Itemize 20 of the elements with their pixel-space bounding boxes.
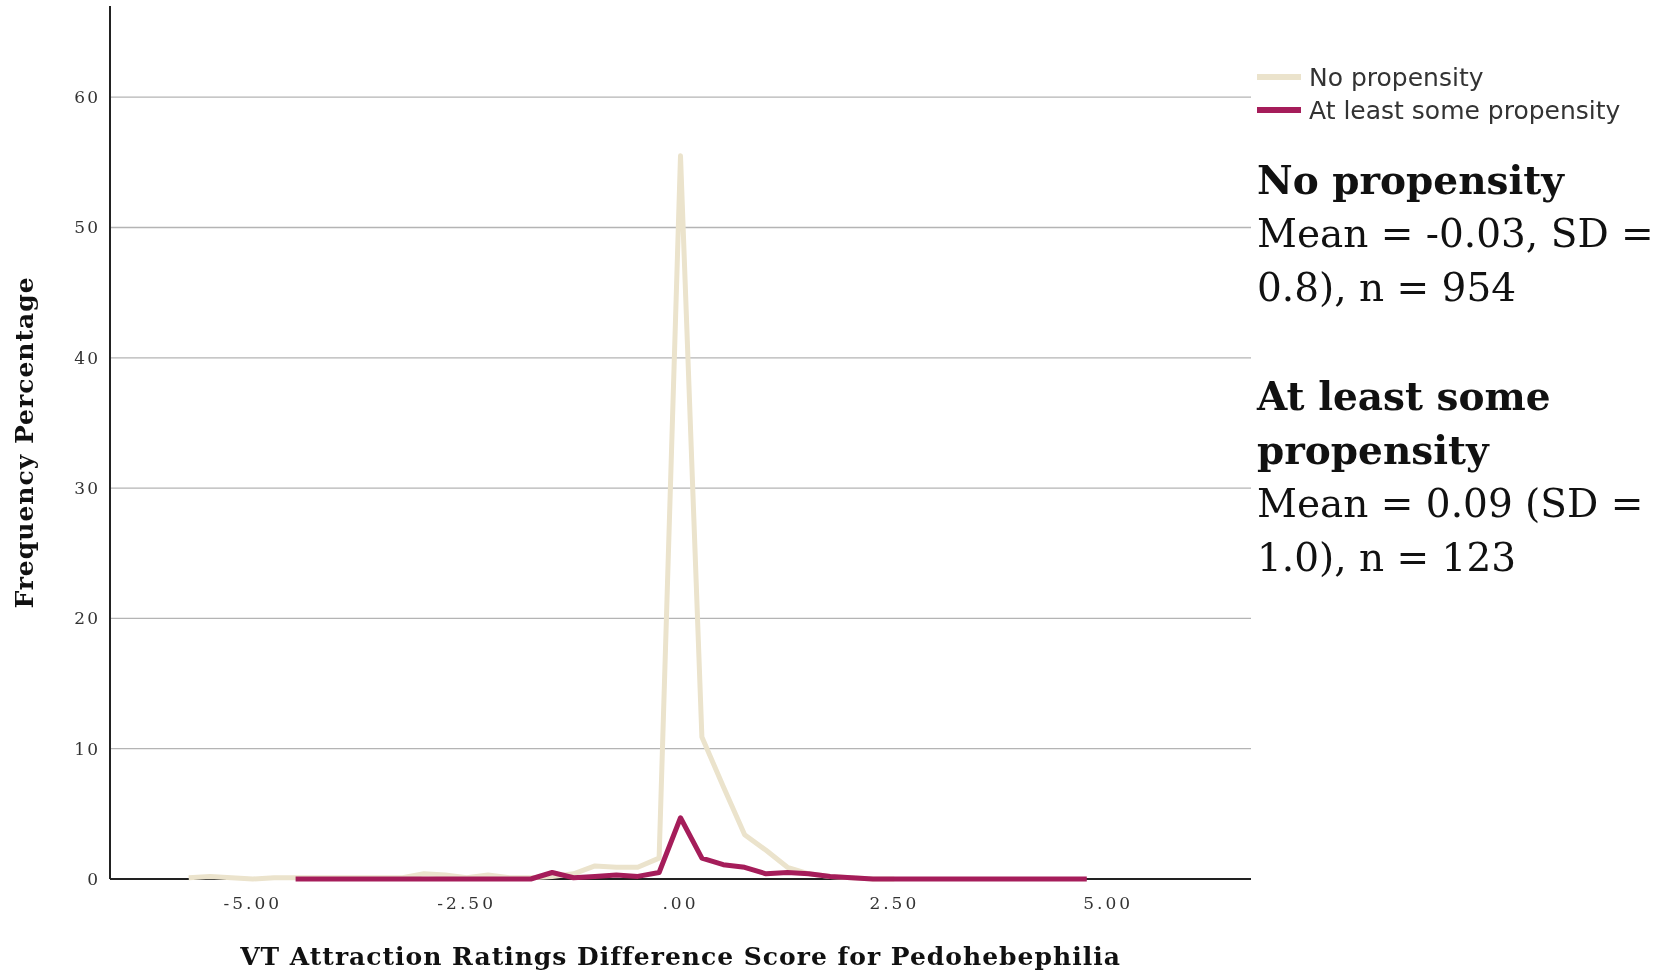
x-tick-label: -2.50 xyxy=(437,893,496,913)
x-axis-title: VT Attraction Ratings Difference Score for Pedohebephilia xyxy=(239,942,1121,971)
text: Mean = 0.09 (SD = 1.0), n = 123 xyxy=(1257,480,1645,582)
y-tick-label: 20 xyxy=(74,608,100,629)
x-tick-label: 5.00 xyxy=(1083,893,1134,913)
text: At least some propensity xyxy=(1257,372,1552,475)
text: No propensity xyxy=(1257,156,1566,205)
text: Mean = -0.03, SD = 0.8), n = 954 xyxy=(1257,210,1655,312)
y-tick-label: 10 xyxy=(74,738,100,759)
x-tick-label: .00 xyxy=(662,893,699,913)
y-axis-title: Frequency Percentage xyxy=(9,276,39,609)
y-tick-label: 30 xyxy=(74,478,100,499)
y-tick-label: 0 xyxy=(87,868,100,889)
x-tick-label: -5.00 xyxy=(223,893,283,913)
y-tick-label: 60 xyxy=(74,87,100,108)
y-tick-label: 40 xyxy=(74,347,100,368)
x-tick-label: 2.50 xyxy=(869,893,920,913)
y-tick-label: 50 xyxy=(74,217,100,238)
legend-label: No propensity xyxy=(1309,62,1484,92)
legend-label: At least some propensity xyxy=(1309,95,1621,125)
